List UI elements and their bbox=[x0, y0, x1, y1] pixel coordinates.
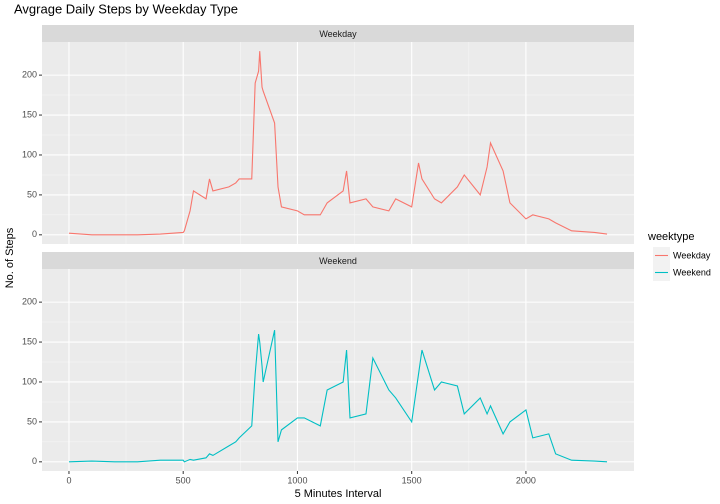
x-tick-label: 1000 bbox=[287, 475, 307, 485]
y-tick-label: 0 bbox=[32, 229, 37, 239]
chart-title: Avgrage Daily Steps by Weekday Type bbox=[14, 1, 238, 16]
facet-label: Weekday bbox=[319, 29, 357, 39]
y-tick-label: 150 bbox=[22, 109, 37, 119]
data-line bbox=[68, 329, 608, 463]
y-tick-label: 50 bbox=[27, 416, 37, 426]
facet-strip bbox=[42, 252, 634, 269]
x-tick-label: 500 bbox=[176, 475, 191, 485]
y-tick-label: 200 bbox=[22, 297, 37, 307]
y-tick-label: 50 bbox=[27, 189, 37, 199]
facet-strip bbox=[42, 25, 634, 42]
x-tick-label: 2000 bbox=[516, 475, 536, 485]
y-tick-label: 200 bbox=[22, 70, 37, 80]
legend-label: Weekend bbox=[673, 267, 711, 277]
y-axis-label: No. of Steps bbox=[4, 227, 16, 288]
y-tick-label: 0 bbox=[32, 456, 37, 466]
panel-background bbox=[42, 269, 634, 471]
legend-label: Weekday bbox=[673, 250, 711, 260]
y-tick-label: 150 bbox=[22, 336, 37, 346]
legend-title: weektype bbox=[647, 231, 694, 243]
x-tick-label: 0 bbox=[66, 475, 71, 485]
data-line bbox=[68, 51, 608, 236]
panel-background bbox=[42, 42, 634, 244]
y-tick-label: 100 bbox=[22, 376, 37, 386]
y-tick-label: 100 bbox=[22, 149, 37, 159]
x-tick-label: 1500 bbox=[402, 475, 422, 485]
facet-label: Weekend bbox=[319, 256, 357, 266]
x-axis-label: 5 Minutes Interval bbox=[295, 488, 382, 500]
